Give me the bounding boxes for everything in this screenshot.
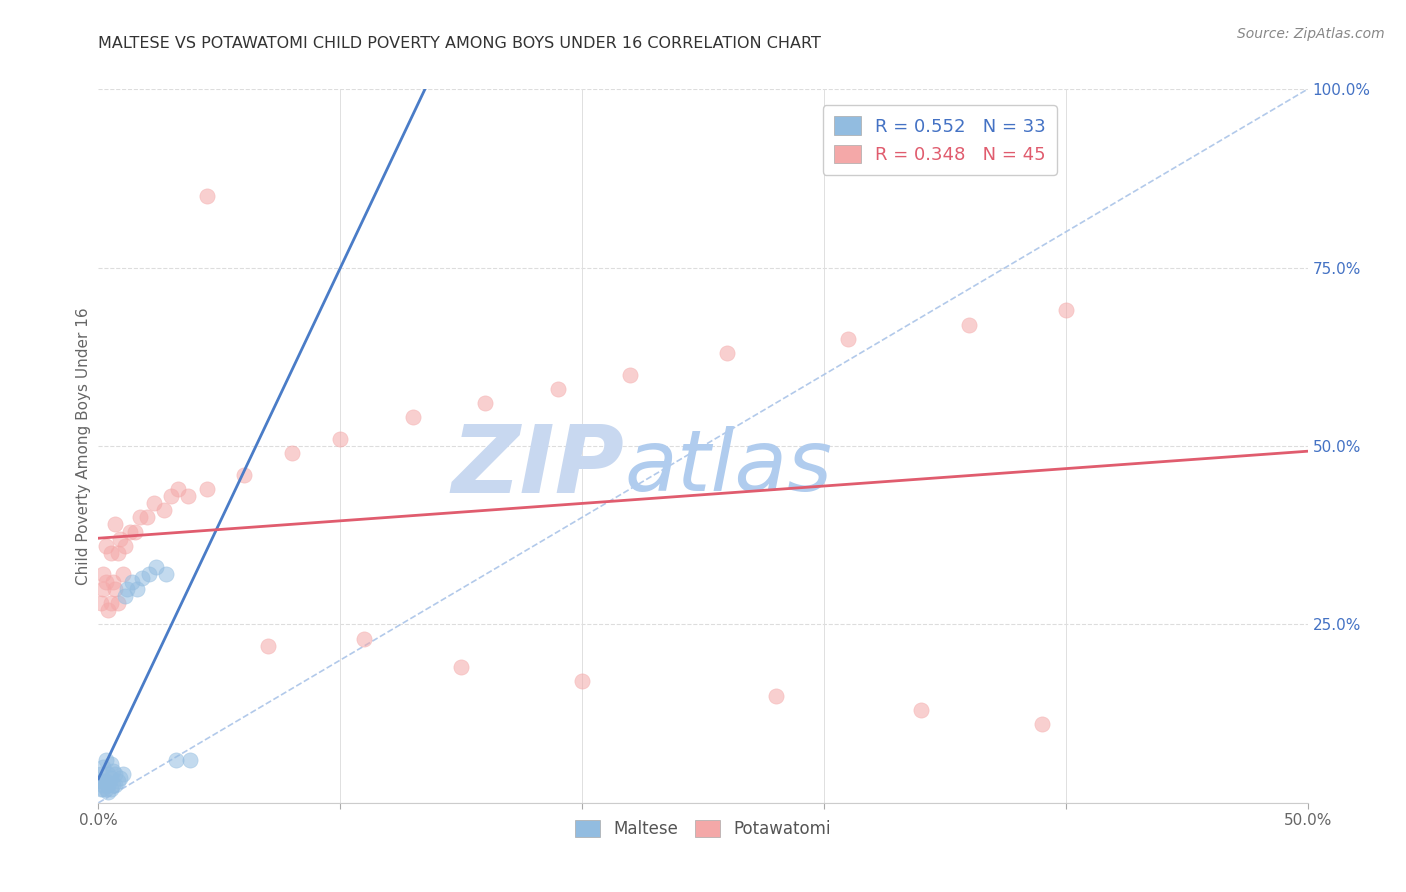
Point [128,510,150,524]
Point [179,753,201,767]
Point [94,753,117,767]
Point [547,382,569,396]
Legend: Maltese, Potawatomi: Maltese, Potawatomi [568,813,838,845]
Point [195,482,218,496]
Point [91,774,114,789]
Point [107,596,129,610]
Point [195,189,218,203]
Point [91,760,114,774]
Point [837,332,859,346]
Point [90,596,112,610]
Point [91,582,114,596]
Point [329,432,352,446]
Point [160,489,183,503]
Point [910,703,932,717]
Point [111,767,134,781]
Point [97,785,120,799]
Point [353,632,375,646]
Point [117,582,139,596]
Point [94,781,117,796]
Point [402,410,425,425]
Point [90,767,112,781]
Point [232,467,254,482]
Point [716,346,738,360]
Point [127,582,149,596]
Point [114,539,136,553]
Point [97,767,120,781]
Point [104,778,127,792]
Point [100,756,122,771]
Point [101,764,124,778]
Point [143,496,166,510]
Text: atlas: atlas [624,425,832,509]
Point [571,674,593,689]
Point [94,539,117,553]
Point [104,767,127,781]
Point [107,774,129,789]
Text: ZIP: ZIP [451,421,624,514]
Point [94,574,117,589]
Point [91,781,114,796]
Point [101,574,124,589]
Y-axis label: Child Poverty Among Boys Under 16: Child Poverty Among Boys Under 16 [76,307,91,585]
Text: Source: ZipAtlas.com: Source: ZipAtlas.com [1237,27,1385,41]
Point [121,574,143,589]
Point [281,446,304,460]
Point [111,567,134,582]
Point [108,532,131,546]
Point [108,771,131,785]
Point [765,689,787,703]
Point [100,781,122,796]
Point [118,524,141,539]
Point [114,589,136,603]
Point [94,774,117,789]
Point [91,567,114,582]
Point [177,489,200,503]
Point [1031,717,1053,731]
Point [100,546,122,560]
Point [100,771,122,785]
Point [101,778,124,792]
Text: MALTESE VS POTAWATOMI CHILD POVERTY AMONG BOYS UNDER 16 CORRELATION CHART: MALTESE VS POTAWATOMI CHILD POVERTY AMON… [98,36,821,51]
Point [474,396,496,410]
Point [152,503,174,517]
Point [957,318,980,332]
Point [100,596,122,610]
Point [90,781,112,796]
Point [131,571,153,585]
Point [167,482,190,496]
Point [97,603,120,617]
Point [104,582,127,596]
Point [124,524,146,539]
Point [104,517,127,532]
Point [138,567,160,582]
Point [165,753,187,767]
Point [145,560,167,574]
Point [155,567,177,582]
Point [90,774,112,789]
Point [450,660,472,674]
Point [97,778,120,792]
Point [256,639,278,653]
Point [1054,303,1077,318]
Point [619,368,641,382]
Point [135,510,157,524]
Point [107,546,129,560]
Point [91,778,114,792]
